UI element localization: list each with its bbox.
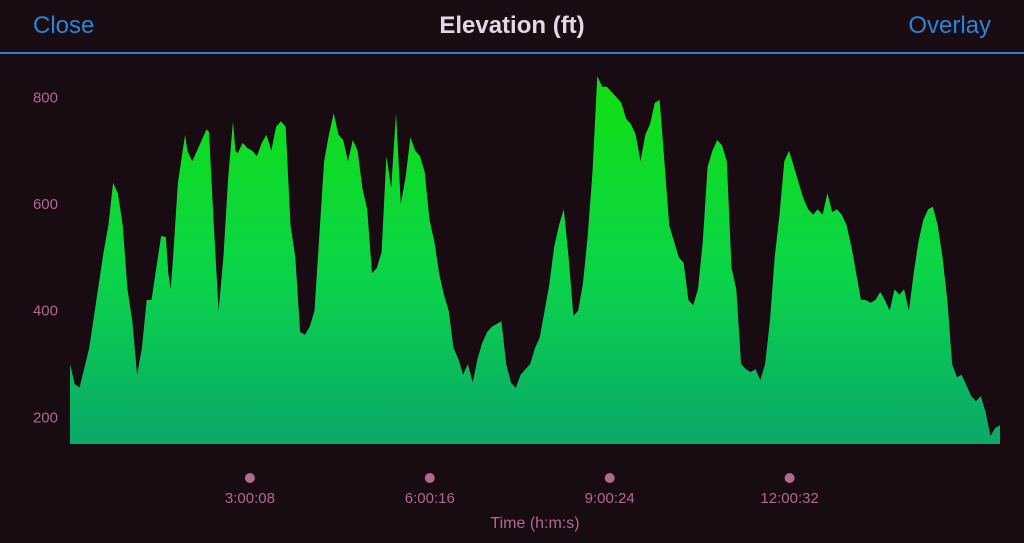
x-tick-marker [604,473,615,483]
x-axis-label: Time (h:m:s) [490,515,579,532]
x-tick-marker [784,473,795,483]
x-tick-label: 3:00:08 [225,490,275,507]
chart-title: Elevation (ft) [439,12,585,39]
x-tick-marker [424,473,435,483]
navigation-bar: Close Elevation (ft) Overlay [0,0,1024,54]
y-tick-label: 200 [33,409,58,426]
x-tick-marker [244,473,255,483]
x-tick-label: 9:00:24 [585,490,635,507]
y-tick-label: 800 [33,89,58,106]
x-tick-label: 12:00:32 [760,490,818,507]
close-button[interactable]: Close [33,12,95,39]
elevation-area-series [70,76,1000,444]
y-tick-label: 400 [33,303,58,320]
x-tick-label: 6:00:16 [405,490,455,507]
y-tick-label: 600 [33,196,58,213]
overlay-button[interactable]: Overlay [908,12,991,39]
